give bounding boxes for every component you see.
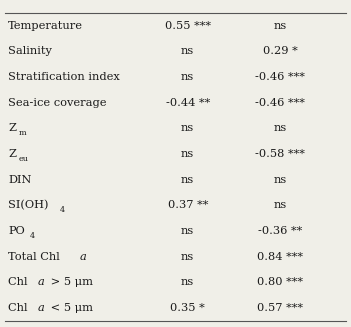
Text: ns: ns bbox=[273, 21, 287, 30]
Text: 4: 4 bbox=[60, 206, 65, 214]
Text: a: a bbox=[38, 303, 45, 313]
Text: PO: PO bbox=[8, 226, 25, 236]
Text: Temperature: Temperature bbox=[8, 21, 83, 30]
Text: Chl: Chl bbox=[8, 277, 32, 287]
Text: 0.80 ***: 0.80 *** bbox=[257, 277, 303, 287]
Text: 0.55 ***: 0.55 *** bbox=[165, 21, 211, 30]
Text: SI(OH): SI(OH) bbox=[8, 200, 49, 210]
Text: Total Chl: Total Chl bbox=[8, 251, 64, 262]
Text: ns: ns bbox=[181, 251, 194, 262]
Text: ns: ns bbox=[181, 226, 194, 236]
Text: 0.35 *: 0.35 * bbox=[170, 303, 205, 313]
Text: -0.44 **: -0.44 ** bbox=[166, 97, 210, 108]
Text: Salinity: Salinity bbox=[8, 46, 52, 56]
Text: 0.37 **: 0.37 ** bbox=[167, 200, 208, 210]
Text: -0.36 **: -0.36 ** bbox=[258, 226, 302, 236]
Text: Chl: Chl bbox=[8, 303, 32, 313]
Text: -0.46 ***: -0.46 *** bbox=[255, 97, 305, 108]
Text: Sea-ice coverage: Sea-ice coverage bbox=[8, 97, 107, 108]
Text: Z: Z bbox=[8, 149, 16, 159]
Text: Stratification index: Stratification index bbox=[8, 72, 120, 82]
Text: 4: 4 bbox=[30, 232, 35, 240]
Text: m: m bbox=[19, 129, 26, 137]
Text: < 5 μm: < 5 μm bbox=[47, 303, 93, 313]
Text: > 5 μm: > 5 μm bbox=[47, 277, 93, 287]
Text: ns: ns bbox=[273, 175, 287, 184]
Text: ns: ns bbox=[181, 123, 194, 133]
Text: ns: ns bbox=[273, 123, 287, 133]
Text: ns: ns bbox=[181, 72, 194, 82]
Text: ns: ns bbox=[181, 149, 194, 159]
Text: ns: ns bbox=[181, 175, 194, 184]
Text: eu: eu bbox=[19, 155, 28, 163]
Text: DIN: DIN bbox=[8, 175, 32, 184]
Text: ns: ns bbox=[181, 277, 194, 287]
Text: -0.46 ***: -0.46 *** bbox=[255, 72, 305, 82]
Text: 0.29 *: 0.29 * bbox=[263, 46, 297, 56]
Text: -0.58 ***: -0.58 *** bbox=[255, 149, 305, 159]
Text: ns: ns bbox=[181, 46, 194, 56]
Text: ns: ns bbox=[273, 200, 287, 210]
Text: a: a bbox=[38, 277, 45, 287]
Text: 0.84 ***: 0.84 *** bbox=[257, 251, 303, 262]
Text: 0.57 ***: 0.57 *** bbox=[257, 303, 303, 313]
Text: a: a bbox=[79, 251, 86, 262]
Text: Z: Z bbox=[8, 123, 16, 133]
